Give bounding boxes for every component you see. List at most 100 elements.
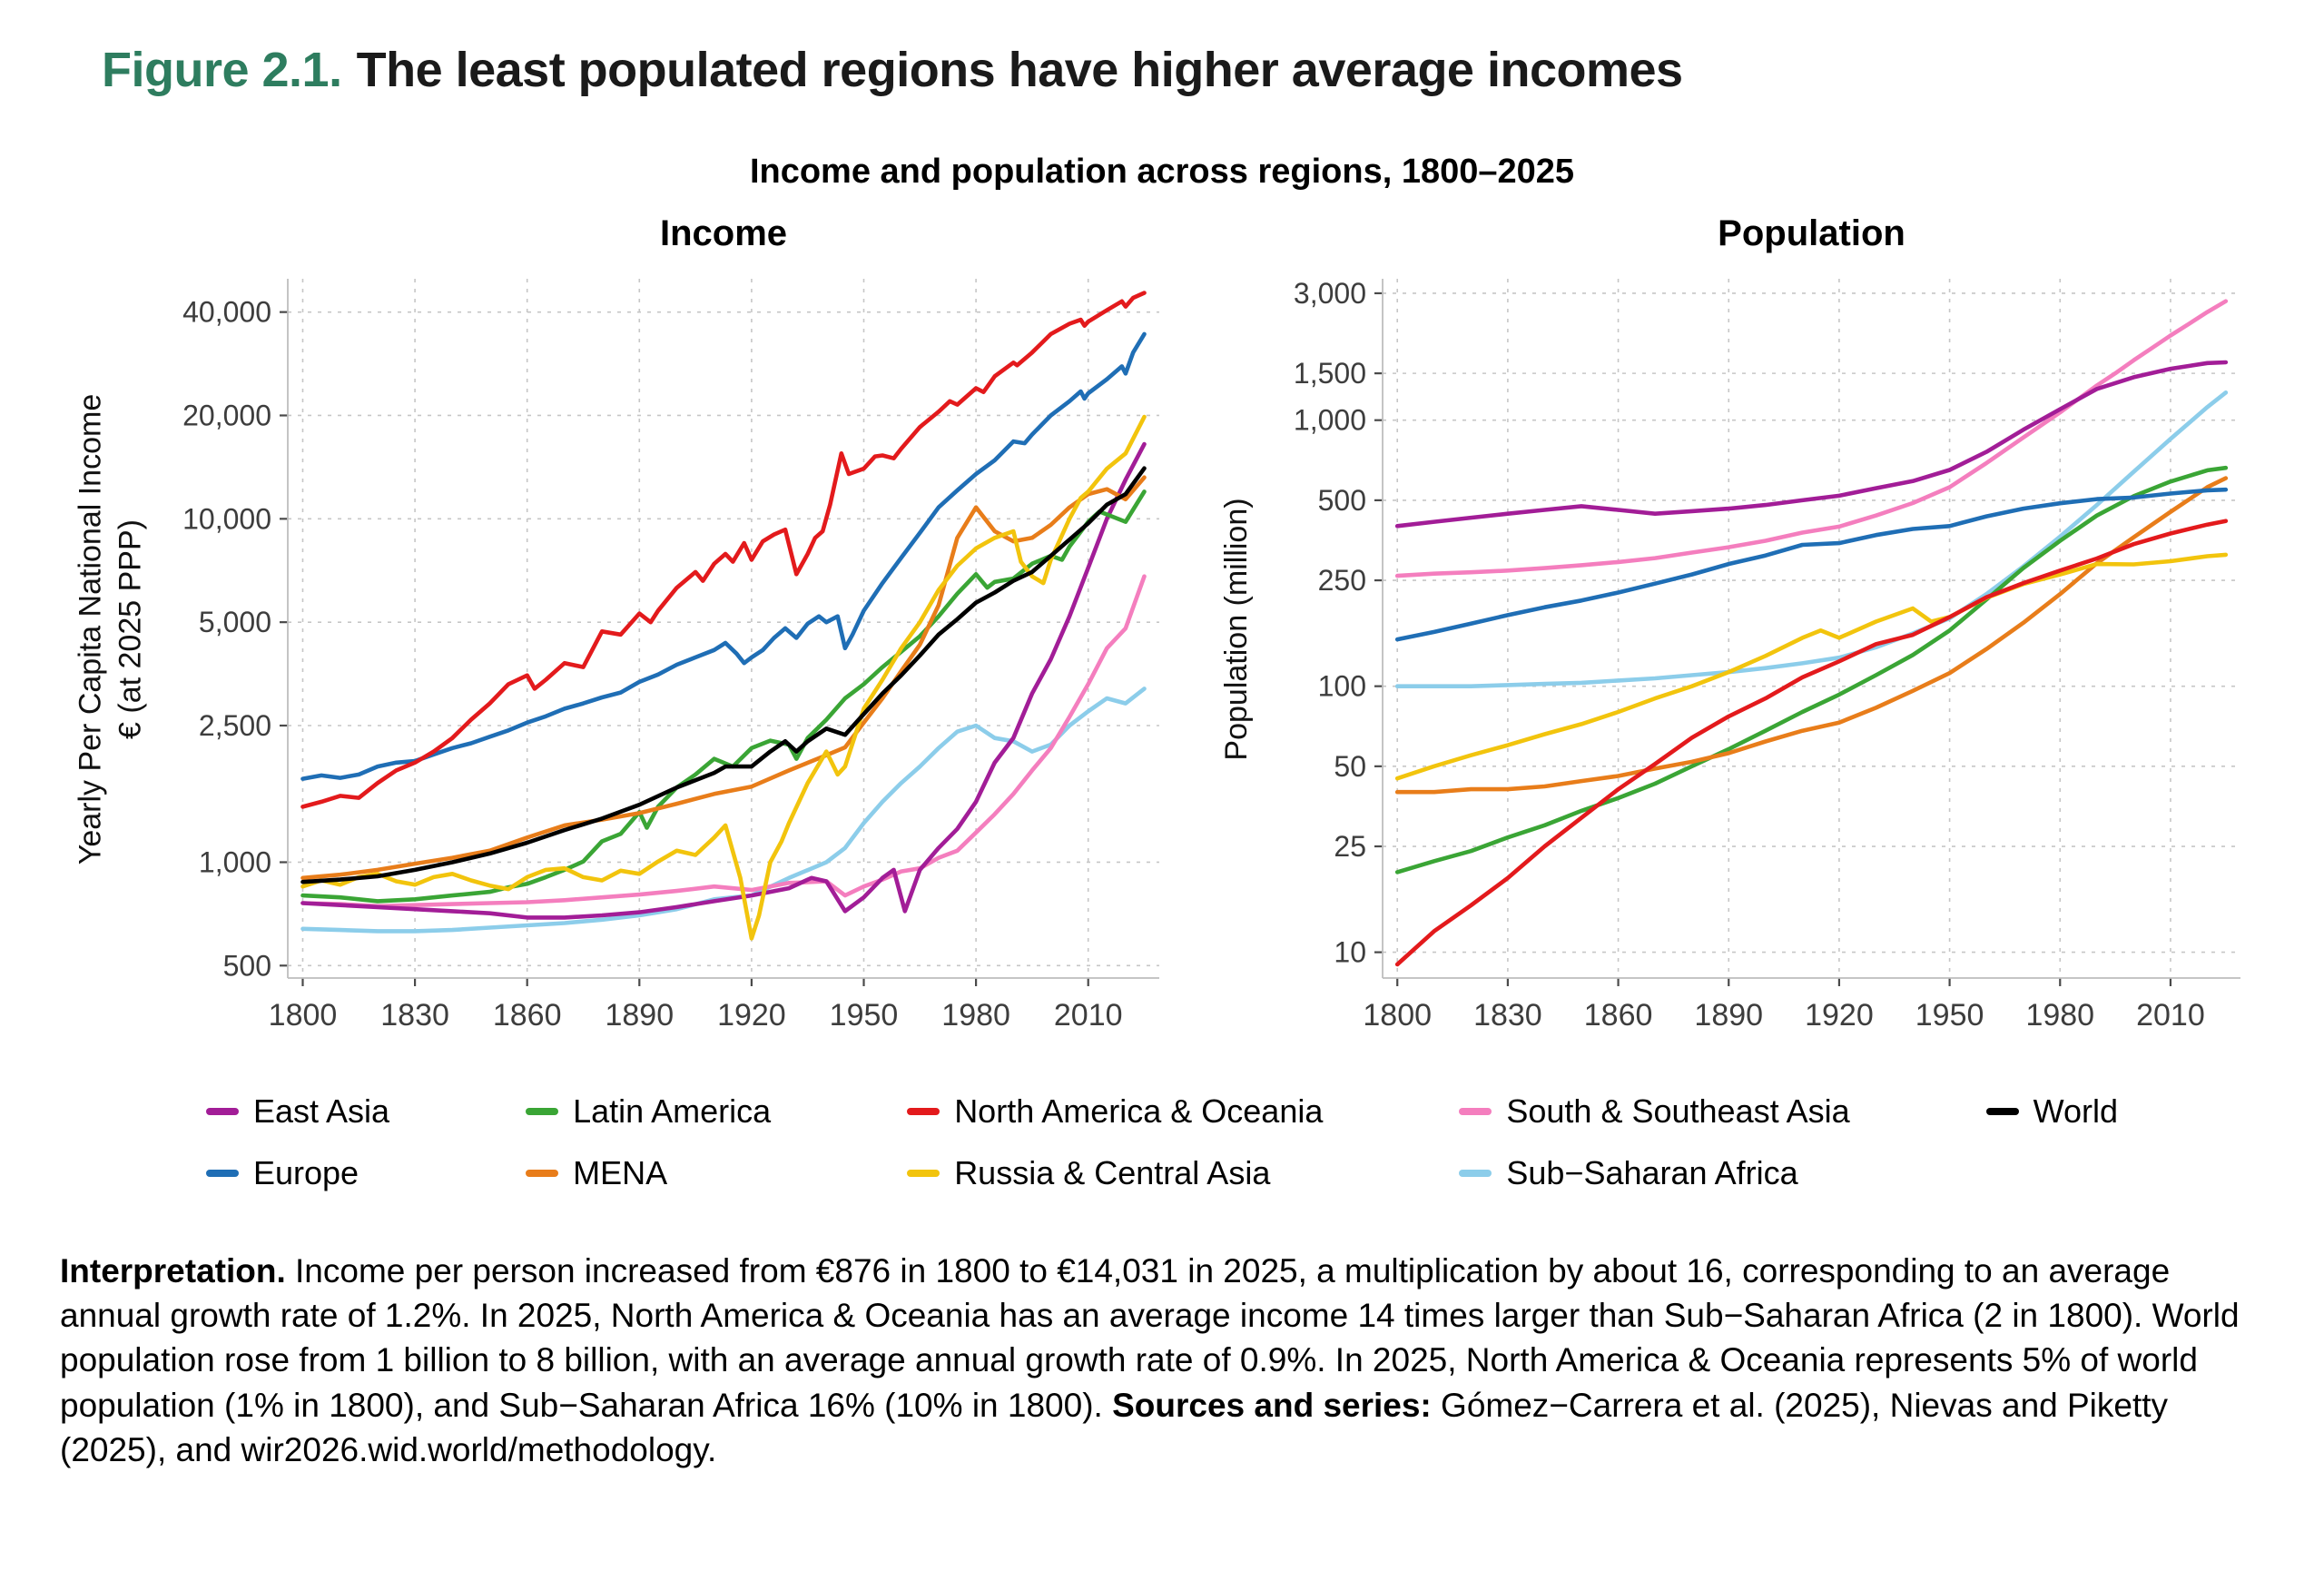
legend-item-sub_saharan_africa: Sub−Saharan Africa <box>1459 1154 1849 1192</box>
series-line-world <box>300 466 1147 884</box>
population-y-axis-label: Population (million) <box>1217 499 1257 761</box>
y-tick-label: 250 <box>1318 564 1366 597</box>
population-y-axis-label-line-1: Population (million) <box>1219 498 1255 761</box>
legend-label-east_asia: East Asia <box>252 1092 390 1130</box>
y-tick-label: 500 <box>223 949 271 982</box>
x-tick-label: 1800 <box>1363 998 1432 1033</box>
x-tick-label: 1950 <box>830 998 899 1033</box>
series-line-north_america_oceania <box>1394 519 2229 967</box>
income-y-axis-label: Yearly Per Capita National Income € (at … <box>71 394 150 865</box>
legend-marker-mena <box>526 1170 559 1177</box>
legend-label-latin_america: Latin America <box>573 1092 772 1130</box>
y-tick-label: 2,500 <box>199 709 271 742</box>
x-tick-label: 1920 <box>1805 998 1874 1033</box>
population-panel-body: Population (million) 10 25 50 100 250 500 1,00… <box>1206 256 2254 1051</box>
legend-marker-russia_central_asia <box>907 1170 940 1177</box>
legend-marker-sub_saharan_africa <box>1459 1170 1492 1177</box>
legend-marker-europe <box>205 1170 239 1177</box>
series-line-latin_america <box>300 489 1147 904</box>
legend-item-world: World <box>1985 1092 2118 1131</box>
population-panel: Population Population (million) 10 25 50 10… <box>1206 213 2254 1051</box>
figure-number: Figure 2.1. <box>102 43 342 97</box>
figure-title: Figure 2.1. The least populated regions h… <box>0 0 2324 98</box>
y-tick-label: 1,500 <box>1294 357 1366 390</box>
series-line-russia_central_asia <box>300 414 1147 941</box>
population-chart: 10 25 50 100 250 500 1,000 1,500 3,000 1800 1830 18… <box>1294 277 2240 1033</box>
y-tick-label: 1,000 <box>199 845 271 878</box>
series-line-north_america_oceania <box>300 291 1147 809</box>
legend-label-north_america_oceania: North America & Oceania <box>954 1092 1324 1130</box>
x-tick-label: 1920 <box>717 998 786 1033</box>
x-tick-label: 1830 <box>1473 998 1542 1033</box>
charts-row: Income Yearly Per Capita National Income… <box>0 213 2324 1051</box>
legend-label-world: World <box>2033 1092 2118 1130</box>
y-tick-label: 10,000 <box>182 502 271 535</box>
series-line-sub_saharan_africa <box>300 687 1147 934</box>
y-tick-label: 1,000 <box>1294 404 1366 437</box>
income-chart: 500 1,000 2,500 5,000 10,000 20,000 40,000 1800… <box>182 279 1159 1033</box>
income-panel-body: Yearly Per Capita National Income € (at … <box>70 256 1173 1051</box>
population-y-axis-label-wrap: Population (million) <box>1206 256 1269 1051</box>
legend-item-europe: Europe <box>205 1154 389 1192</box>
legend-item-mena: MENA <box>526 1154 771 1192</box>
y-tick-label: 10 <box>1334 936 1366 969</box>
legend-item-russia_central_asia: Russia & Central Asia <box>907 1154 1323 1192</box>
series-line-east_asia <box>300 441 1147 920</box>
chart-suptitle: Income and population across regions, 18… <box>749 153 1575 191</box>
interpretation-segment: Income per person increased from €876 in… <box>60 1252 2240 1424</box>
legend-item-east_asia: East Asia <box>205 1092 390 1131</box>
series-line-europe <box>1394 487 2229 642</box>
y-tick-label: 20,000 <box>182 399 271 431</box>
series-line-south_southeast_asia <box>1394 299 2229 578</box>
x-tick-label: 1860 <box>493 998 562 1033</box>
figure-title-text: The least populated regions have higher … <box>356 43 1683 97</box>
series-line-mena <box>300 475 1147 881</box>
income-y-axis-label-line-2: € (at 2025 PPP) <box>113 519 147 740</box>
legend-label-mena: MENA <box>573 1154 668 1191</box>
y-tick-label: 3,000 <box>1294 277 1366 310</box>
interpretation-bold-label: Sources and series: <box>1112 1386 1432 1424</box>
legend-item-north_america_oceania: North America & Oceania <box>907 1092 1323 1131</box>
legend-marker-north_america_oceania <box>907 1108 940 1115</box>
legend-label-europe: Europe <box>252 1154 359 1191</box>
y-tick-label: 25 <box>1334 830 1366 863</box>
y-tick-label: 40,000 <box>182 296 271 329</box>
legend-label-south_southeast_asia: South & Southeast Asia <box>1506 1092 1850 1130</box>
y-tick-label: 50 <box>1334 750 1366 783</box>
legend-label-russia_central_asia: Russia & Central Asia <box>954 1154 1271 1191</box>
income-panel: Income Yearly Per Capita National Income… <box>70 213 1173 1051</box>
x-tick-label: 1830 <box>380 998 449 1033</box>
series-line-russia_central_asia <box>1394 552 2229 781</box>
legend-item-latin_america: Latin America <box>526 1092 771 1131</box>
y-tick-label: 5,000 <box>199 606 271 638</box>
legend-marker-latin_america <box>526 1108 559 1115</box>
legend-marker-east_asia <box>205 1108 239 1115</box>
y-tick-label: 100 <box>1318 670 1366 703</box>
legend-label-sub_saharan_africa: Sub−Saharan Africa <box>1506 1154 1798 1191</box>
x-tick-label: 1860 <box>1584 998 1653 1033</box>
series-line-sub_saharan_africa <box>1394 390 2229 689</box>
income-y-axis-label-wrap: Yearly Per Capita National Income € (at … <box>70 256 152 1051</box>
x-tick-label: 2010 <box>1054 998 1123 1033</box>
population-panel-title: Population <box>1718 213 1905 253</box>
income-panel-title: Income <box>659 213 788 253</box>
y-tick-label: 500 <box>1318 484 1366 517</box>
interpretation-segment: Gómez−Carrera et al. (2025), Nievas and … <box>60 1386 2169 1468</box>
x-tick-label: 1980 <box>941 998 1010 1033</box>
x-tick-label: 2010 <box>2136 998 2205 1033</box>
interpretation-text: Interpretation. Income per person increa… <box>60 1249 2260 1472</box>
x-tick-label: 1800 <box>269 998 338 1033</box>
legend-item-south_southeast_asia: South & Southeast Asia <box>1459 1092 1850 1131</box>
interpretation-bold-label: Interpretation. <box>60 1252 286 1290</box>
series-line-south_southeast_asia <box>300 574 1147 909</box>
x-tick-label: 1950 <box>1915 998 1984 1033</box>
series-line-latin_america <box>1394 465 2229 874</box>
series-line-europe <box>300 331 1147 781</box>
x-tick-label: 1890 <box>605 998 674 1033</box>
x-tick-label: 1980 <box>2025 998 2094 1033</box>
series-line-mena <box>1394 476 2229 795</box>
series-line-east_asia <box>1394 360 2229 529</box>
income-y-axis-label-line-1: Yearly Per Capita National Income <box>73 394 108 865</box>
legend-marker-south_southeast_asia <box>1459 1108 1492 1115</box>
